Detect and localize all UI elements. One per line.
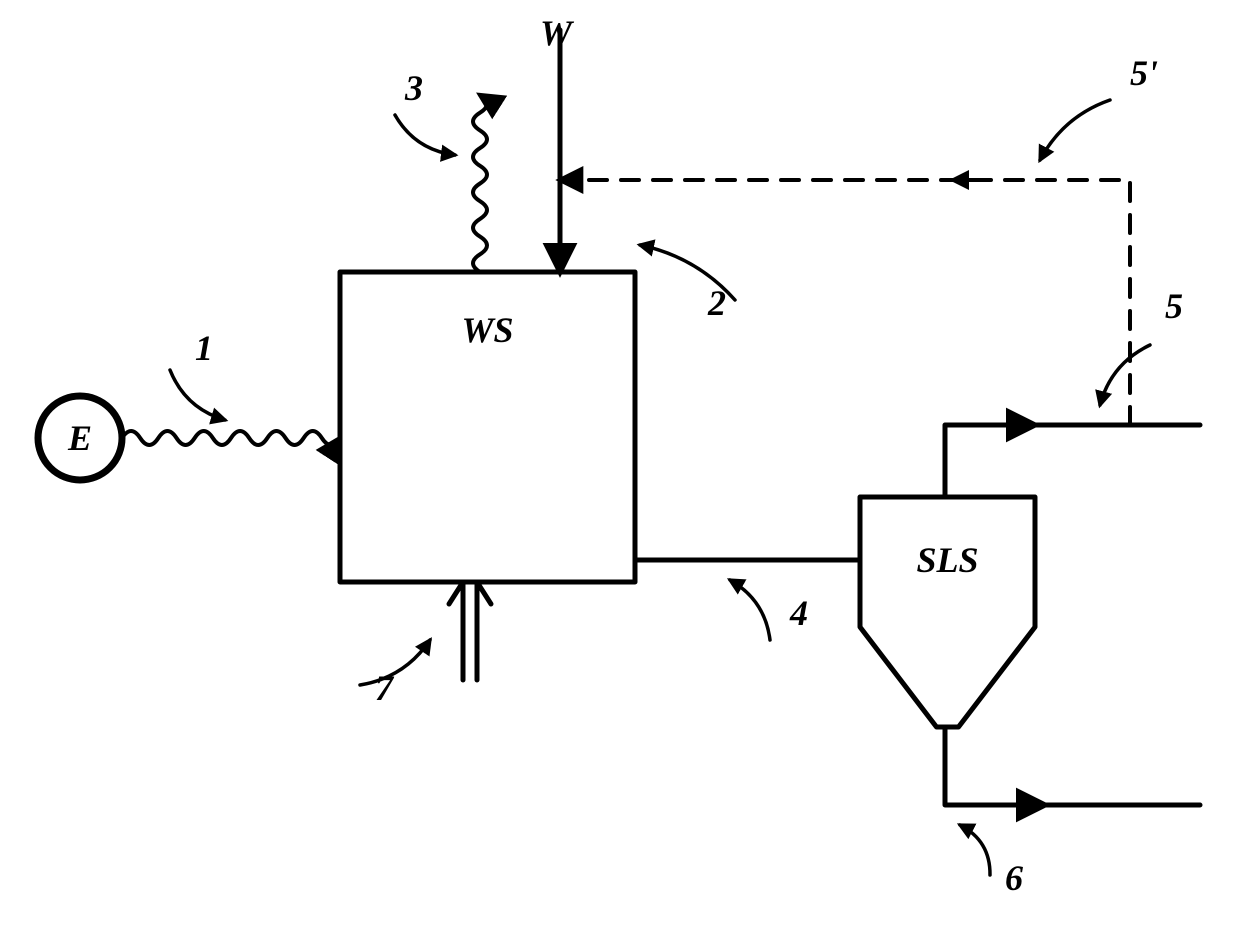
pointer-p6 — [960, 825, 990, 875]
pointer-p1 — [170, 370, 225, 420]
pointer-p5p — [1040, 100, 1110, 160]
flow-SLS-top-out — [945, 425, 1200, 497]
label-5: 5 — [1165, 286, 1183, 326]
pointer-p3 — [395, 115, 455, 155]
label-7: 7 — [375, 668, 395, 708]
label-W: W — [540, 13, 575, 53]
node-E-label: E — [67, 418, 92, 458]
label-6: 6 — [1005, 858, 1023, 898]
process-diagram: E WS SLS W 1 2 3 4 5 5' 6 7 — [0, 0, 1240, 937]
flow-feed-in-head — [449, 582, 491, 604]
node-WS-label: WS — [461, 310, 513, 350]
node-SLS — [860, 497, 1035, 727]
label-2: 2 — [707, 283, 726, 323]
flow-heat-loss — [473, 95, 487, 272]
label-5p: 5' — [1130, 53, 1158, 93]
flow-recirculation — [560, 180, 1130, 425]
flow-SLS-bottom-out — [945, 727, 1200, 805]
pointer-p4 — [730, 580, 770, 640]
label-3: 3 — [404, 68, 423, 108]
pointer-p7 — [360, 640, 430, 685]
flow-energy-in — [122, 431, 340, 445]
label-1: 1 — [195, 328, 213, 368]
node-SLS-label: SLS — [916, 540, 978, 580]
label-4: 4 — [789, 593, 808, 633]
pointer-p5 — [1100, 345, 1150, 405]
